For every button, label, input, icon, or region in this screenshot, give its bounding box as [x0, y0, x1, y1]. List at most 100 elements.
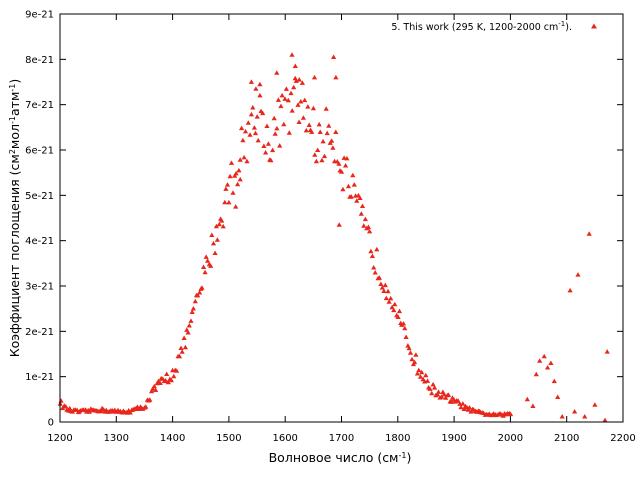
data-point [389, 304, 395, 310]
data-point [205, 258, 211, 263]
data-point [441, 391, 447, 397]
legend: 5. This work (295 K, 1200-2000 cm-1). [391, 20, 597, 33]
data-point [265, 141, 271, 146]
data-point [281, 121, 287, 127]
data-point [214, 237, 220, 242]
data-points [57, 52, 610, 423]
data-point [400, 321, 407, 326]
y-tick-label: 1e-21 [25, 372, 54, 383]
data-point [432, 385, 438, 390]
data-point [424, 378, 431, 383]
data-point [312, 152, 318, 157]
data-point [285, 97, 291, 103]
data-point [58, 398, 64, 403]
data-point [319, 157, 325, 163]
data-point [263, 150, 269, 155]
data-point [316, 121, 322, 127]
data-point [199, 285, 205, 290]
data-point [292, 75, 298, 81]
data-point [374, 246, 380, 252]
data-point [237, 176, 243, 182]
data-point [192, 298, 198, 304]
data-point [460, 401, 466, 406]
data-point [143, 404, 149, 409]
data-point [293, 78, 299, 83]
data-point [252, 130, 259, 136]
data-point [241, 154, 247, 160]
data-point [257, 92, 263, 98]
data-point [242, 128, 249, 134]
data-point [333, 129, 339, 134]
data-point [537, 358, 543, 363]
data-point [466, 405, 473, 410]
data-point [216, 221, 222, 227]
data-point [275, 97, 281, 102]
data-point [190, 306, 196, 311]
data-point [219, 218, 225, 223]
data-point [575, 272, 581, 277]
data-point [368, 248, 374, 254]
data-point [351, 182, 357, 187]
data-point [406, 345, 412, 351]
data-point [298, 99, 304, 104]
data-point [283, 86, 289, 91]
data-point [268, 157, 274, 163]
data-point [309, 129, 315, 134]
data-point [182, 344, 188, 350]
data-point [388, 295, 394, 301]
x-tick-label: 1400 [160, 433, 185, 444]
data-point [195, 292, 201, 298]
data-point [286, 130, 292, 135]
data-point [237, 157, 243, 162]
data-point [427, 386, 433, 391]
data-point [209, 232, 215, 237]
data-point [226, 199, 232, 205]
data-point [250, 105, 256, 110]
y-tick-label: 9e-21 [25, 10, 54, 21]
data-point [279, 92, 285, 98]
data-point [336, 161, 342, 166]
x-tick-label: 1700 [329, 433, 354, 444]
data-point [277, 143, 283, 148]
data-point [247, 132, 253, 137]
data-point [201, 264, 207, 269]
x-tick-label: 1900 [441, 433, 466, 444]
data-point [386, 299, 392, 304]
y-tick-label: 3e-21 [25, 282, 54, 293]
data-point [333, 74, 339, 80]
data-point [299, 80, 305, 85]
data-point [164, 371, 170, 376]
data-point [348, 194, 354, 199]
x-axis-label: Волновое число (см-1) [269, 450, 412, 465]
y-axis-label: Коэффициент поглощения (см2мол-1атм-1) [7, 79, 22, 358]
data-point [271, 115, 277, 121]
data-point [185, 330, 191, 335]
data-point [359, 203, 366, 208]
data-point [235, 181, 241, 187]
data-point [261, 143, 267, 148]
x-tick-label: 1600 [272, 433, 297, 444]
data-point [548, 360, 554, 365]
data-point [306, 122, 312, 127]
data-point [320, 138, 326, 144]
y-tick-label: 7e-21 [25, 100, 54, 111]
data-point [371, 265, 377, 270]
data-point [147, 397, 153, 402]
data-point [60, 405, 66, 411]
data-point [270, 147, 276, 153]
data-point [178, 345, 184, 350]
data-point [369, 253, 375, 258]
data-point [311, 74, 318, 80]
data-point [213, 223, 219, 229]
data-point [98, 408, 104, 413]
data-point [413, 352, 419, 357]
data-point [412, 359, 418, 365]
data-point [530, 403, 536, 408]
data-point [181, 335, 187, 340]
data-point [240, 137, 246, 143]
data-point [288, 90, 294, 96]
data-point [345, 183, 352, 189]
data-point [358, 211, 364, 216]
data-point [274, 125, 280, 131]
